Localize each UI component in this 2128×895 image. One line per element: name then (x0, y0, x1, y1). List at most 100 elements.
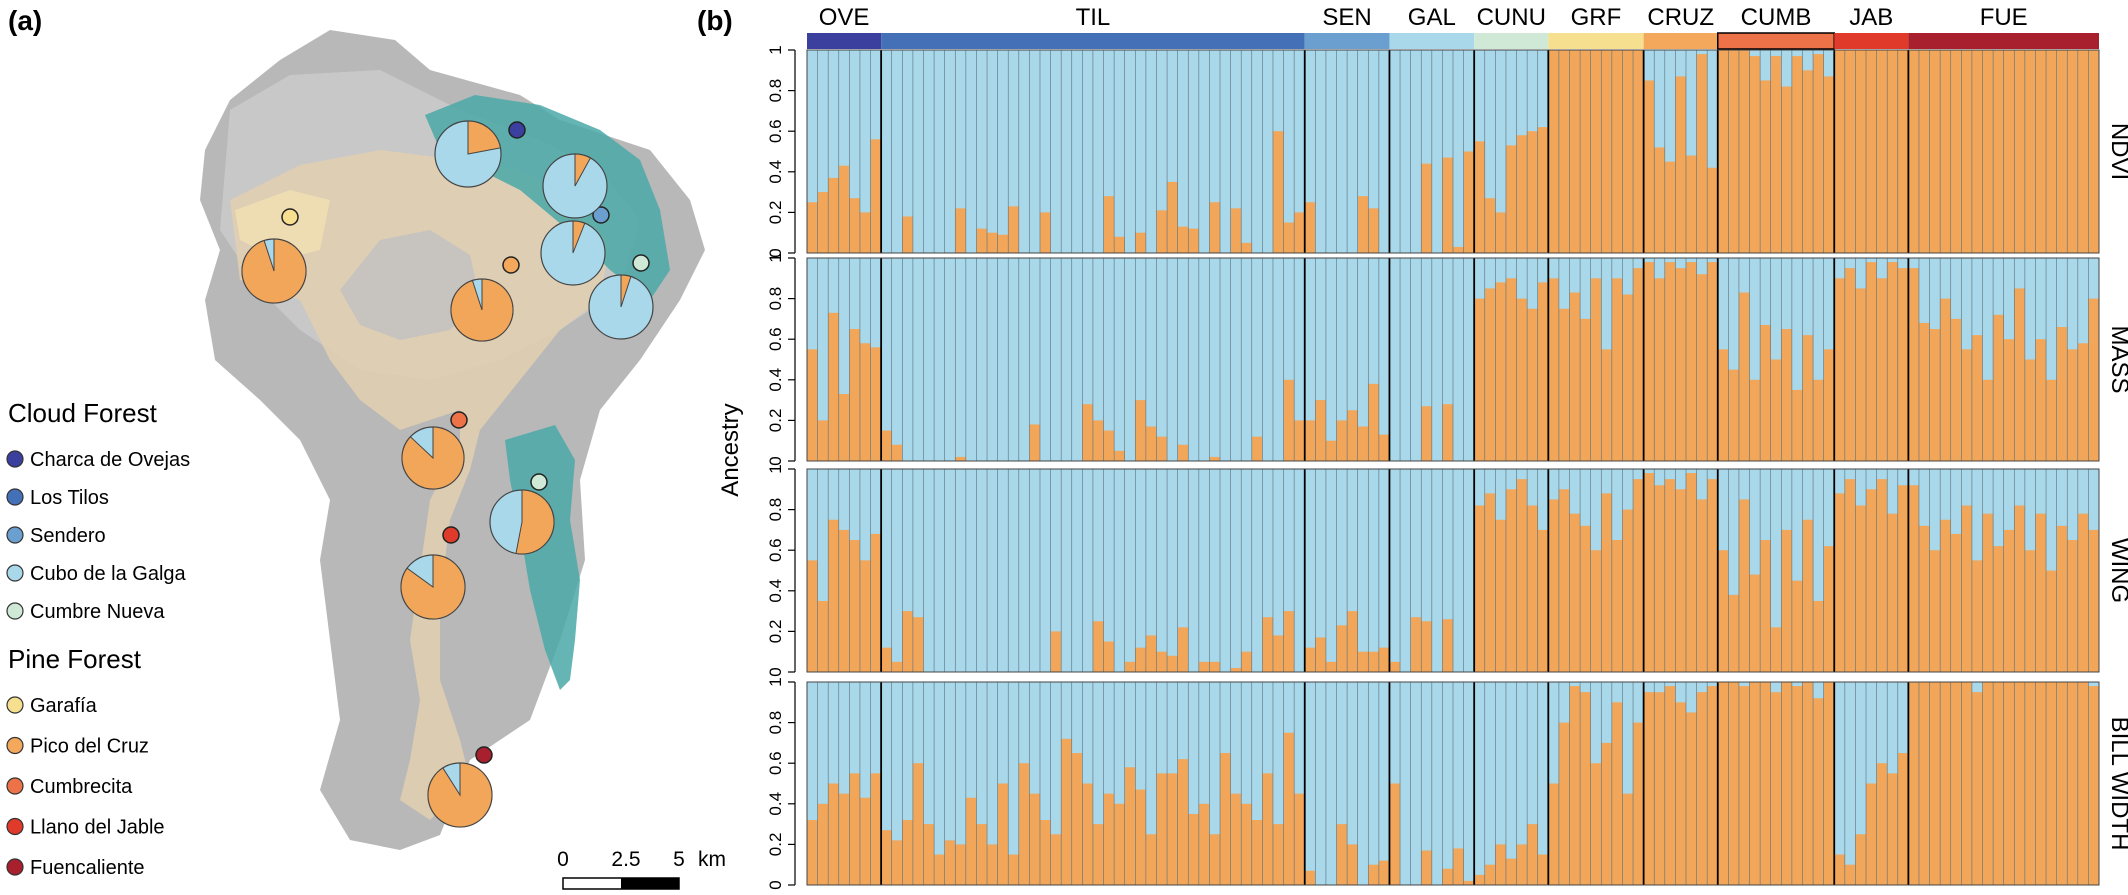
bar-wing-cunu-1 (1484, 493, 1496, 672)
bar-bill-width-jab-0 (1834, 854, 1845, 885)
bar-mass-grf-0 (1548, 278, 1559, 461)
bar-mass-fue-4 (1950, 318, 1962, 461)
bar-mass-cruz-4 (1685, 262, 1697, 461)
bar-mass-cumb-2 (1738, 292, 1750, 461)
bar-wing-gal-3 (1421, 621, 1432, 672)
bar-mass-cumb-5 (1770, 359, 1782, 461)
bar-wing-cruz-1 (1654, 485, 1665, 672)
bar-ndvi-cumb-5 (1770, 56, 1782, 254)
bar-ndvi-til-2 (902, 216, 913, 253)
bar-wing-jab-3 (1866, 489, 1877, 672)
y-tick-label-3-2: 0.4 (766, 792, 785, 816)
bar-ndvi-cunu-3 (1505, 145, 1517, 253)
bar-wing-ove-5 (859, 560, 871, 672)
bar-mass-cruz-5 (1696, 274, 1708, 461)
bar-bill-width-til-28 (1177, 759, 1189, 885)
bar-wing-cruz-2 (1664, 479, 1676, 672)
y-tick-label-0-1: 0.2 (766, 201, 785, 225)
bar-ndvi-til-12 (1008, 206, 1019, 253)
bar-ndvi-cruz-6 (1707, 167, 1718, 253)
bar-ndvi-fue-6 (1971, 50, 1983, 253)
bar-wing-cumb-2 (1738, 499, 1750, 672)
pie-slice-orange-5 (450, 278, 514, 342)
map-pie-8 (400, 554, 466, 620)
bar-bill-width-fue-2 (1929, 682, 1941, 885)
bar-bill-width-til-7 (955, 844, 966, 885)
panel-frame-3 (806, 681, 2100, 886)
bar-bill-width-til-15 (1039, 820, 1051, 885)
legend-pine-site-label-1: Pico del Cruz (30, 736, 149, 758)
bar-wing-til-23 (1124, 661, 1136, 672)
y-tick-label-2-4: 0.8 (766, 498, 785, 522)
bar-wing-fue-8 (1993, 546, 2004, 672)
bar-mass-til-7 (955, 456, 966, 461)
bar-ndvi-gal-6 (1453, 246, 1464, 253)
bar-bill-width-gal-5 (1442, 868, 1453, 885)
bar-mass-cunu-5 (1527, 308, 1538, 461)
bar-wing-fue-14 (2056, 525, 2068, 672)
population-strip-cumb (1717, 32, 1835, 50)
scale-bar: 0 2.5 5 km (557, 848, 726, 890)
bar-mass-cumb-4 (1760, 324, 1771, 461)
bar-wing-cruz-4 (1685, 473, 1697, 672)
bar-ndvi-cruz-0 (1643, 80, 1655, 253)
bar-bill-width-cruz-5 (1696, 692, 1708, 885)
bar-bill-width-til-36 (1262, 773, 1273, 885)
bar-ndvi-grf-4 (1590, 50, 1602, 253)
bar-bill-width-jab-6 (1897, 753, 1909, 885)
bar-bill-width-til-14 (1029, 793, 1040, 885)
bar-bill-width-cumb-8 (1802, 682, 1814, 885)
population-strip-cunu (1474, 33, 1549, 49)
y-tick-label-2-5: 1 (766, 464, 785, 473)
bar-ndvi-gal-3 (1421, 163, 1432, 253)
bar-wing-til-38 (1283, 611, 1295, 672)
bar-wing-ove-6 (870, 533, 882, 672)
y-tick-label-2-3: 0.6 (766, 538, 785, 562)
bar-mass-ove-4 (849, 329, 860, 461)
bar-bill-width-cruz-0 (1643, 692, 1655, 885)
scale-label-2-5: 2.5 (611, 848, 640, 871)
bar-bill-width-cumb-1 (1728, 682, 1739, 885)
population-label-cumb: CUMB (1741, 4, 1812, 31)
bar-ndvi-ove-3 (838, 165, 850, 253)
bar-wing-fue-15 (2067, 540, 2078, 672)
population-label-cunu: CUNU (1477, 4, 1546, 31)
bar-ndvi-fue-1 (1918, 50, 1930, 253)
bar-wing-ove-0 (807, 560, 818, 672)
bar-ndvi-til-15 (1039, 212, 1051, 253)
bar-wing-fue-17 (2088, 529, 2099, 672)
bar-mass-grf-5 (1601, 349, 1612, 461)
y-tick-label-2-2: 0.4 (766, 579, 785, 603)
bar-ndvi-ove-2 (828, 177, 839, 253)
legend-cloud-site-marker-4 (6, 602, 24, 620)
bar-bill-width-cumb-4 (1760, 682, 1771, 885)
bar-ndvi-cumb-3 (1749, 56, 1761, 254)
bar-ndvi-fue-7 (1982, 50, 1994, 253)
pie-slice-orange-2 (572, 220, 586, 254)
bar-mass-grf-2 (1569, 292, 1581, 461)
legend-cloud-site-marker-3 (6, 564, 24, 582)
bar-ndvi-grf-7 (1622, 50, 1634, 253)
bar-bill-width-sen-6 (1368, 864, 1379, 885)
bar-bill-width-til-31 (1209, 834, 1221, 885)
bar-wing-ove-4 (849, 540, 860, 672)
map-pies (241, 120, 654, 828)
bar-ndvi-ove-0 (807, 202, 818, 253)
bar-bill-width-fue-6 (1971, 692, 1983, 885)
bar-bill-width-grf-0 (1548, 783, 1559, 885)
bar-mass-ove-0 (807, 349, 818, 461)
bar-bill-width-ove-2 (828, 783, 839, 885)
bar-bill-width-til-9 (976, 824, 988, 885)
bar-wing-til-21 (1103, 641, 1115, 672)
bar-ndvi-fue-9 (2003, 50, 2015, 253)
bar-wing-cruz-3 (1675, 489, 1686, 672)
bar-mass-til-31 (1209, 456, 1221, 461)
population-label-til: TIL (1076, 4, 1111, 31)
population-label-jab: JAB (1849, 4, 1893, 31)
bar-bill-width-fue-16 (2077, 682, 2089, 885)
bar-mass-fue-12 (2035, 339, 2047, 461)
bar-mass-cumb-6 (1781, 329, 1792, 461)
bar-ndvi-cumb-9 (1813, 54, 1824, 254)
legend-cloud-site-marker-1 (6, 488, 24, 506)
bar-ndvi-fue-17 (2088, 50, 2099, 253)
